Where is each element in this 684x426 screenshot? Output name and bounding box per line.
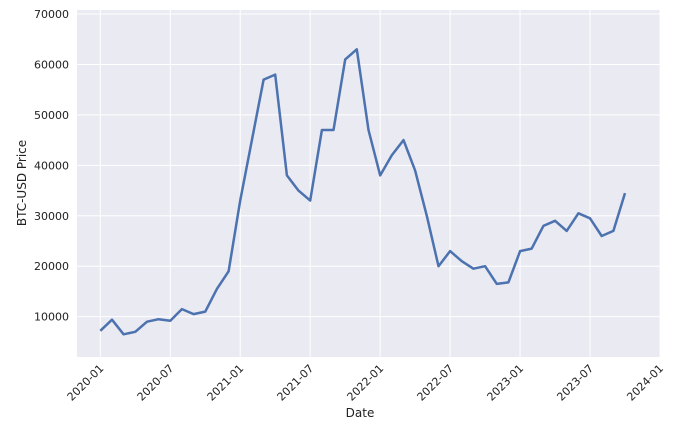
x-tick-label: 2023-07	[554, 362, 596, 404]
y-tick-label: 10000	[34, 311, 69, 324]
y-tick-label: 60000	[34, 58, 69, 71]
y-tick-label: 20000	[34, 260, 69, 273]
x-axis-label: Date	[346, 406, 375, 420]
x-tick-label: 2021-01	[205, 362, 247, 404]
y-tick-label: 40000	[34, 159, 69, 172]
x-tick-label: 2020-07	[135, 362, 177, 404]
x-tick-label: 2020-01	[65, 362, 107, 404]
x-tick-label: 2022-07	[415, 362, 457, 404]
y-tick-label: 70000	[34, 8, 69, 21]
plot-area	[77, 10, 660, 357]
x-tick-label: 2022-01	[345, 362, 387, 404]
x-tick-label: 2024-01	[624, 362, 666, 404]
price-line	[99, 48, 627, 336]
x-tick-label: 2021-07	[275, 362, 317, 404]
y-axis-label: BTC-USD Price	[15, 140, 29, 226]
x-tick-label: 2023-01	[485, 362, 527, 404]
y-tick-label: 30000	[34, 210, 69, 223]
y-tick-label: 50000	[34, 109, 69, 122]
